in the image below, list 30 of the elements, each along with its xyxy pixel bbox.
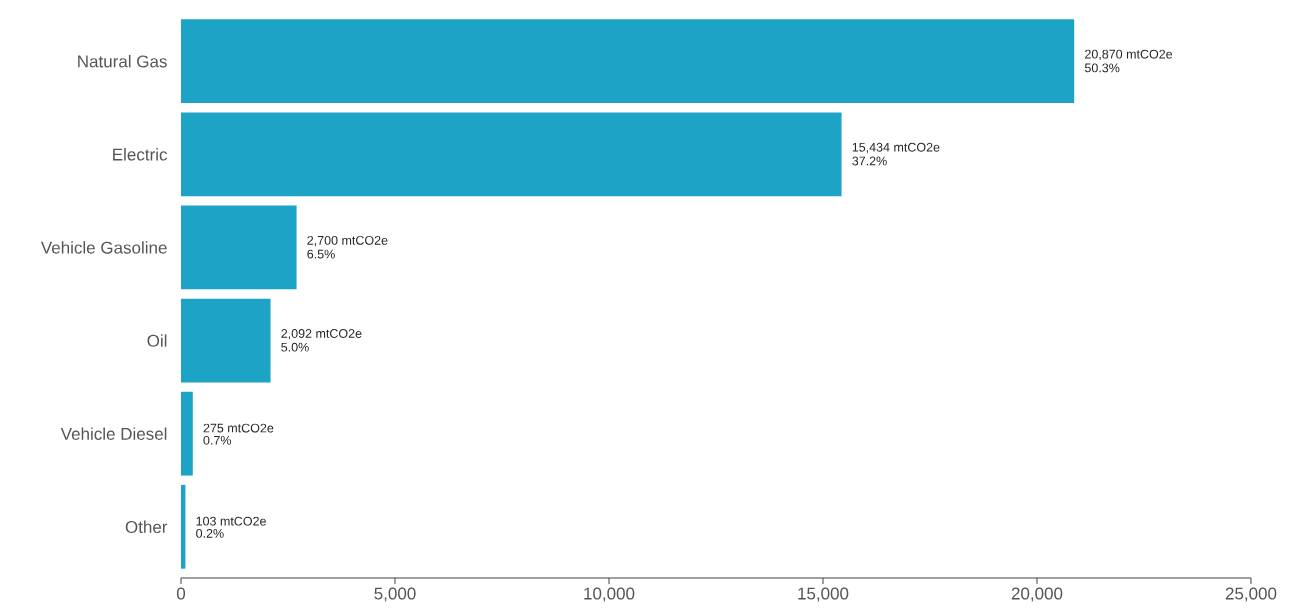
annotation: 6.5% [307, 249, 335, 259]
annotation: 0.7% [203, 435, 232, 445]
data-label: 2,092 mtCO2e [281, 329, 362, 340]
x-tick-label: 15,000 [798, 587, 849, 602]
y-tick-label: Vehicle Gasoline [40, 241, 167, 254]
annotation: 0.2% [196, 528, 224, 538]
data-label: 103 mtCO2e [196, 516, 266, 526]
data-label: 2,700 mtCO2e [307, 235, 388, 247]
bar [181, 112, 842, 197]
y-tick-label: Other [125, 520, 168, 534]
bar [181, 391, 193, 476]
data-label: 20,870 mtCO2e [1085, 49, 1173, 61]
y-tick-label: Electric [113, 148, 168, 161]
data-label: 275 mtCO2e [203, 423, 274, 433]
annotation: 50.3% [1084, 63, 1120, 73]
x-tick-label: 25,000 [1225, 587, 1277, 602]
bar [181, 484, 186, 569]
bar [181, 19, 1075, 104]
annotation: 5.0% [281, 342, 309, 352]
x-tick-label: 20,000 [1011, 587, 1063, 602]
annotation: 37.2% [852, 156, 887, 166]
data-label: 15,434 mtCO2e [852, 142, 940, 154]
x-tick-label: 0 [176, 587, 186, 600]
y-tick-label: Natural Gas [78, 54, 167, 68]
y-tick-label: Vehicle Diesel [60, 427, 167, 440]
bar [181, 205, 297, 290]
x-tick-label: 5,000 [374, 587, 416, 602]
bar [181, 298, 271, 383]
x-tick-label: 10,000 [584, 587, 635, 602]
y-tick-label: Oil [147, 334, 167, 347]
